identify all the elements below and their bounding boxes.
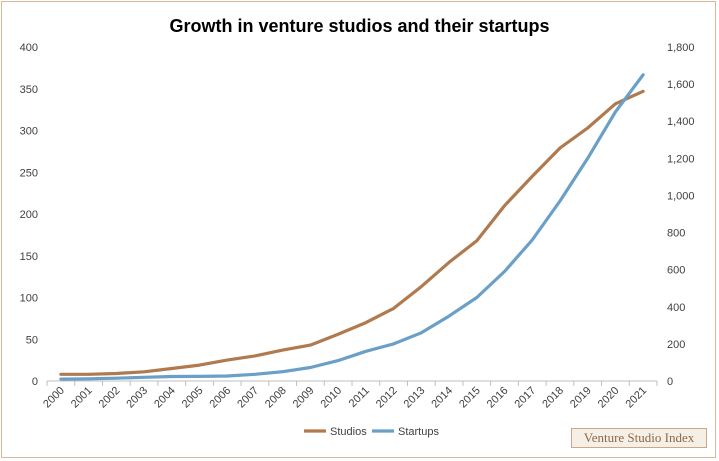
series-line-studios xyxy=(59,89,645,376)
x-tick-label: 2008 xyxy=(263,385,289,411)
x-tick-label: 2021 xyxy=(623,385,649,411)
x-tick-label: 2009 xyxy=(291,385,317,411)
chart-lines xyxy=(59,73,645,381)
y-left-tick-label: 350 xyxy=(20,84,38,96)
x-tick-label: 2006 xyxy=(208,385,234,411)
x-tick-label: 2019 xyxy=(568,385,594,411)
x-tick-label: 2016 xyxy=(485,385,511,411)
x-tick-label: 2001 xyxy=(69,385,95,411)
x-tick-label: 2020 xyxy=(596,385,622,411)
y-left-tick-label: 100 xyxy=(20,293,38,305)
x-tick-label: 2013 xyxy=(402,385,428,411)
x-tick-label: 2000 xyxy=(41,385,67,411)
x-tick-label: 2012 xyxy=(374,385,400,411)
y-left-tick-label: 250 xyxy=(20,167,38,179)
y-right-tick-label: 400 xyxy=(667,302,685,314)
y-left-tick-label: 50 xyxy=(26,334,38,346)
y-left-tick-label: 0 xyxy=(32,376,38,388)
watermark-label: Venture Studio Index xyxy=(571,428,707,448)
y-left-tick-label: 300 xyxy=(20,126,38,138)
legend-label-studios: Studios xyxy=(330,426,367,438)
x-tick-label: 2005 xyxy=(180,385,206,411)
y-right-tick-label: 1,000 xyxy=(667,190,695,202)
x-tick-label: 2014 xyxy=(429,385,455,411)
x-tick-label: 2011 xyxy=(347,385,372,410)
y-right-tick-label: 1,200 xyxy=(667,153,695,165)
chart-legend: Studios Startups xyxy=(304,426,439,438)
y-left-tick-label: 400 xyxy=(20,42,38,54)
y-right-tick-label: 1,400 xyxy=(667,116,695,128)
x-tick-label: 2010 xyxy=(318,385,344,411)
legend-label-startups: Startups xyxy=(398,426,439,438)
y-left-tick-label: 150 xyxy=(20,251,38,263)
x-tick-label: 2004 xyxy=(152,385,178,411)
y-right-tick-label: 200 xyxy=(667,339,685,351)
x-tick-label: 2002 xyxy=(97,385,123,411)
y-right-tick-label: 0 xyxy=(667,376,673,388)
x-tick-label: 2015 xyxy=(457,385,483,411)
x-tick-label: 2003 xyxy=(124,385,150,411)
y-right-tick-label: 1,600 xyxy=(667,79,695,91)
x-tick-label: 2018 xyxy=(540,385,566,411)
chart-title: Growth in venture studios and their star… xyxy=(169,16,550,36)
y-right-tick-label: 600 xyxy=(667,265,685,277)
x-tick-label: 2017 xyxy=(513,385,539,411)
series-line-startups xyxy=(59,73,645,381)
y-right-tick-label: 1,800 xyxy=(667,42,695,54)
x-tick-label: 2007 xyxy=(235,385,261,411)
y-right-tick-label: 800 xyxy=(667,228,685,240)
y-left-tick-label: 200 xyxy=(20,209,38,221)
